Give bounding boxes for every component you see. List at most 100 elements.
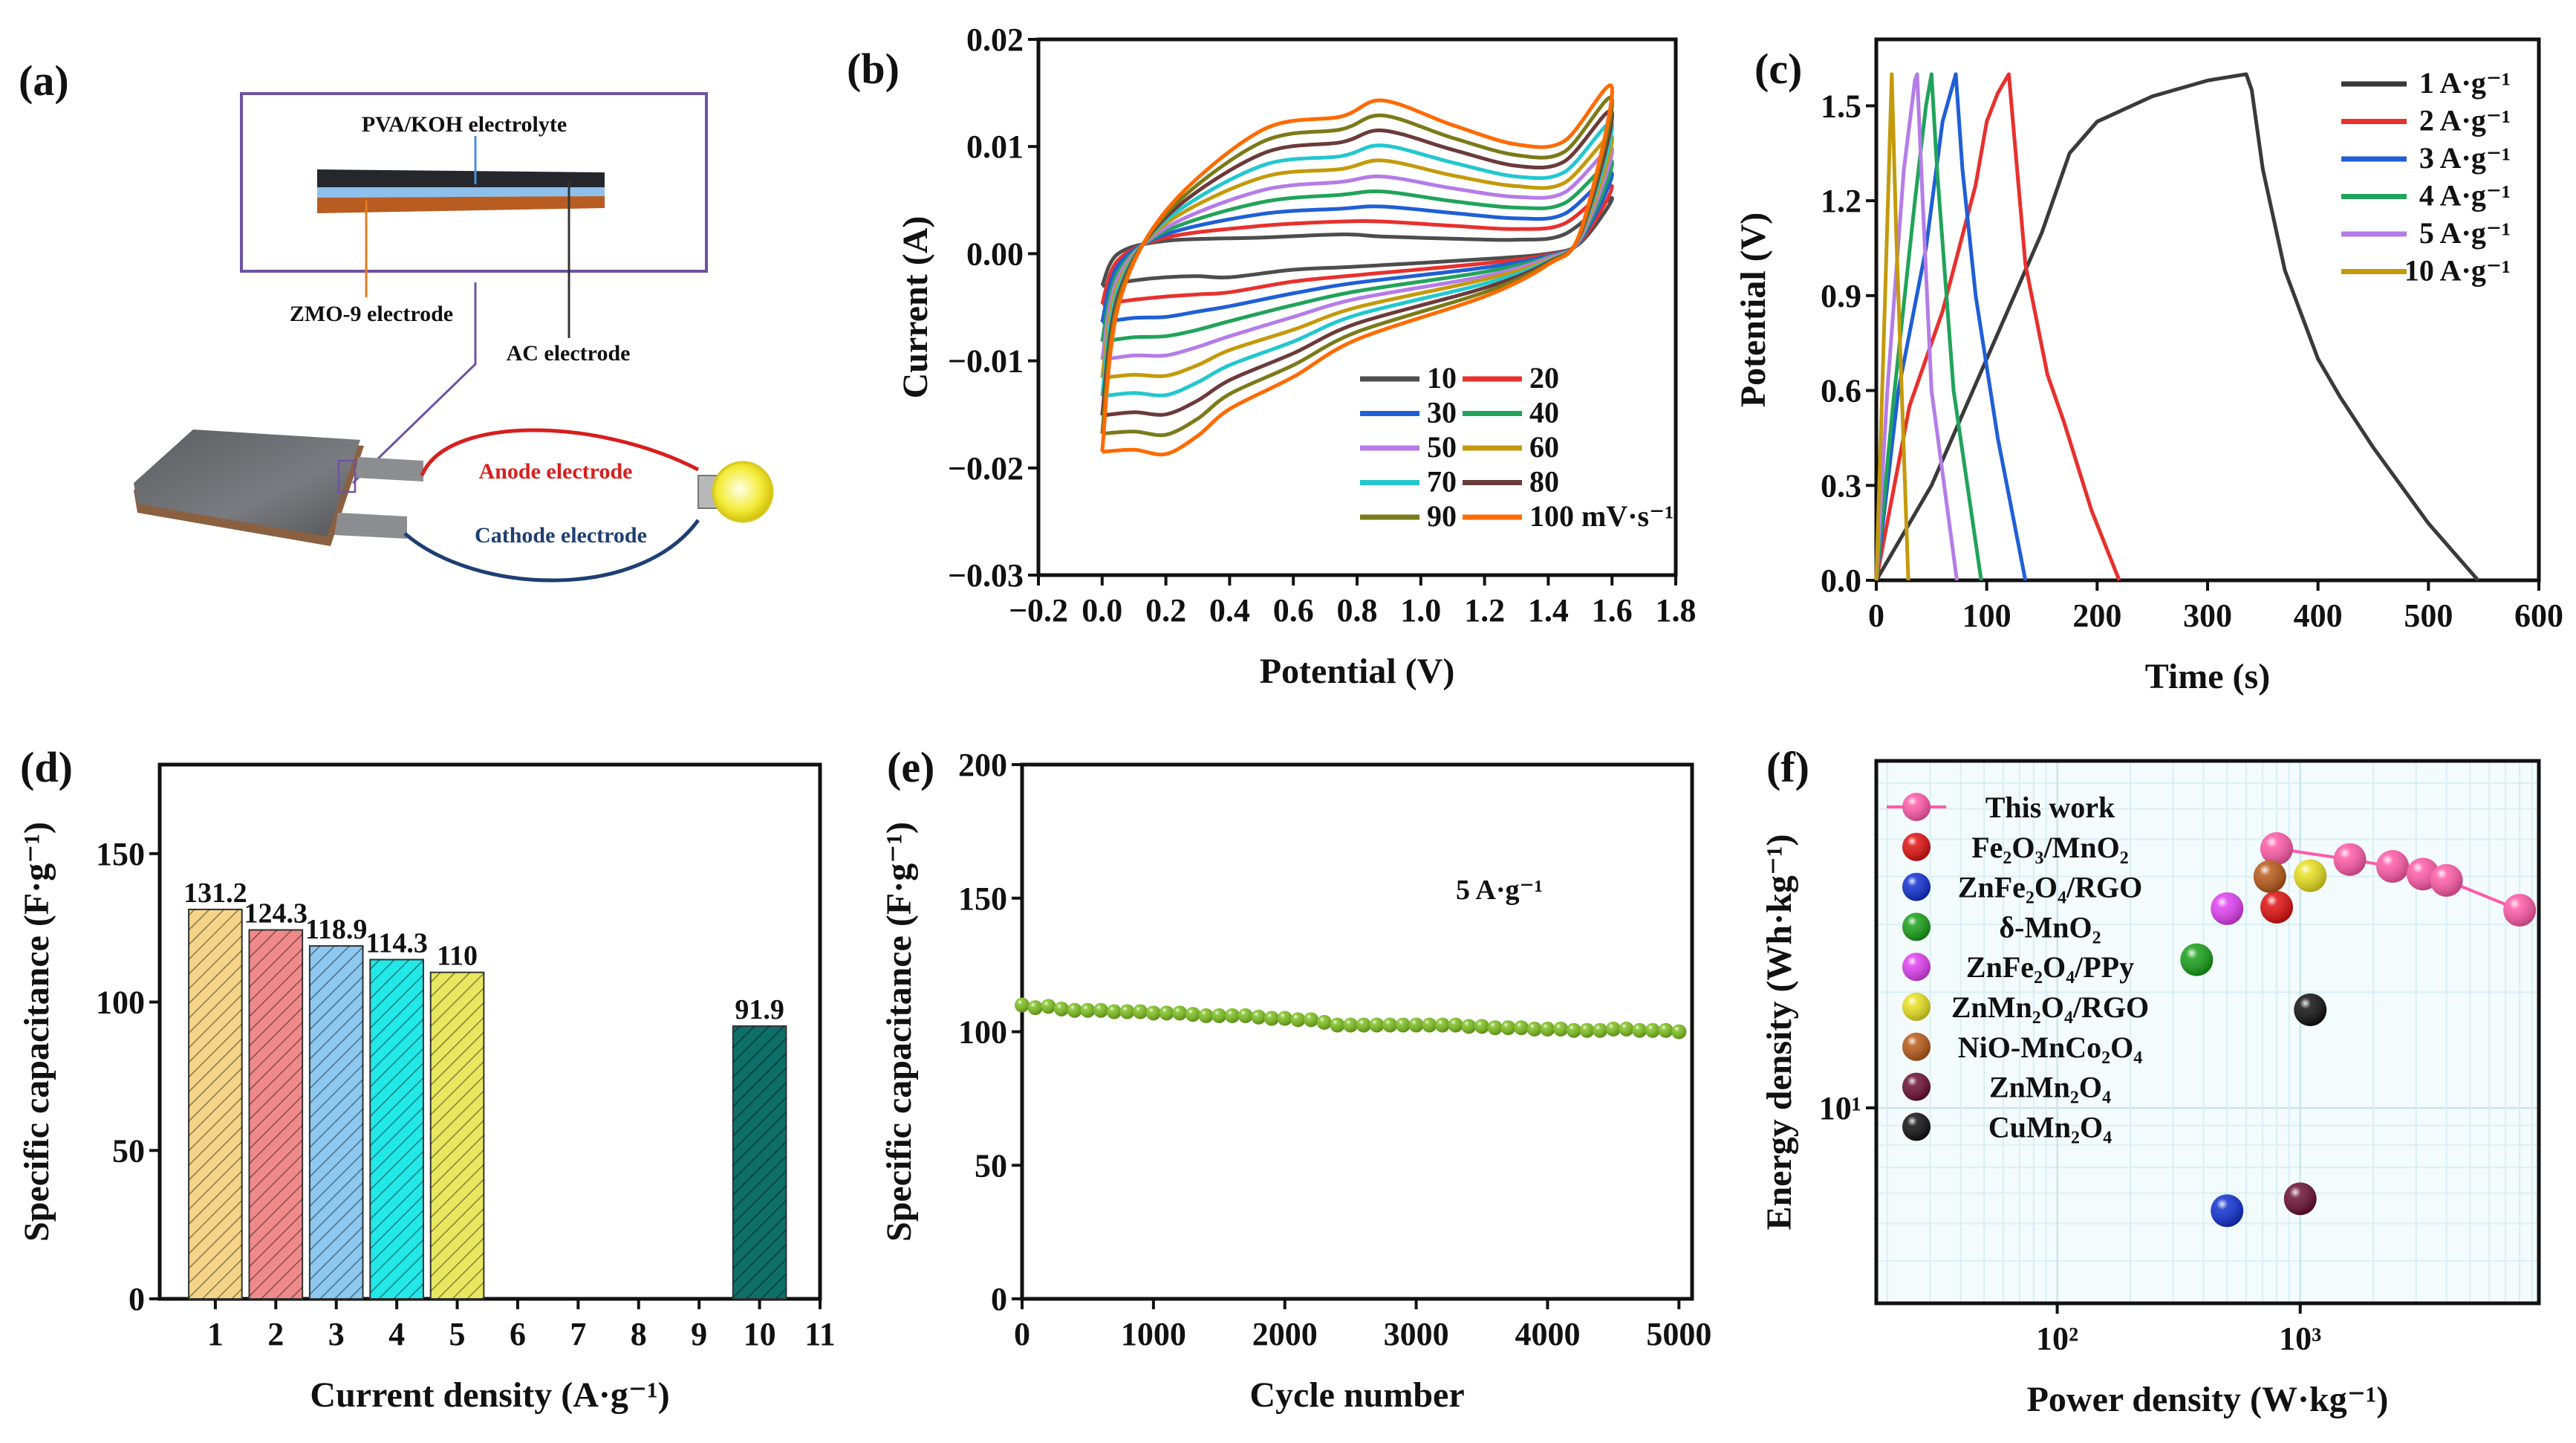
legend-label: NiO-MnCo₂O₄: [1958, 1031, 2142, 1064]
cycle-point-highlight: [1264, 1011, 1280, 1026]
legend-label: Fe₂O₃/MnO₂: [1971, 831, 2129, 864]
y-tick-label: 0.02: [966, 22, 1024, 58]
electrolyte-layer: [317, 187, 605, 198]
legend-label: 90: [1427, 499, 1457, 533]
cycle-point: [1461, 1019, 1477, 1034]
cycle-point-highlight: [1067, 1002, 1082, 1018]
cycle-point-highlight: [1304, 1012, 1319, 1028]
y-tick-label: 0.01: [966, 129, 1024, 165]
legend-label: 4 A·g⁻¹: [2419, 179, 2511, 213]
cycle-point-highlight: [1133, 1004, 1148, 1019]
x-tick-label: 0.8: [1337, 592, 1378, 629]
cycle-point-highlight: [1487, 1020, 1503, 1036]
x-axis-title: Time (s): [2145, 657, 2270, 696]
panel-label: (c): [1754, 45, 1802, 93]
ragone-point-highlight: [2294, 993, 2327, 1026]
cycle-point-highlight: [1632, 1022, 1648, 1038]
ragone-point-highlight: [2294, 859, 2327, 892]
battery-body: [134, 429, 360, 536]
cycle-point-highlight: [1526, 1021, 1542, 1037]
cycle-point: [1054, 1001, 1070, 1016]
legend-label: 100 mV·s⁻¹: [1529, 499, 1674, 533]
cycle-point-highlight: [1172, 1005, 1188, 1021]
x-tick-label: 1.2: [1464, 592, 1505, 629]
chart-panel-f: 10² 10³ 10¹ Power density (W·kg⁻¹) Energy de…: [1760, 743, 2541, 1419]
x-tick-label: 2: [267, 1316, 284, 1352]
legend-marker-highlight: [1902, 912, 1931, 941]
ragone-point-highlight: [2283, 1182, 2317, 1216]
cycle-point: [1067, 1002, 1082, 1018]
ragone-point: [2503, 893, 2537, 927]
cv-curve-2: [1100, 171, 1614, 325]
cycle-point: [1080, 1002, 1096, 1018]
legend-label: 50: [1427, 430, 1457, 464]
ragone-point: [2211, 892, 2244, 925]
cycle-point: [1290, 1012, 1306, 1028]
x-tick-label: 0: [1014, 1316, 1030, 1352]
legend-label: 5 A·g⁻¹: [2419, 216, 2511, 250]
legend-marker: [1902, 1112, 1931, 1141]
legend-marker-highlight: [1902, 993, 1931, 1021]
cv-curve-9: [1100, 83, 1614, 457]
zmo-electrode-label: ZMO-9 electrode: [290, 302, 453, 326]
cycle-point: [1500, 1020, 1516, 1036]
legend-label: ZnFe₂O₄/PPy: [1966, 950, 2134, 984]
y-tick-label: 150: [958, 881, 1007, 917]
ragone-point: [2260, 832, 2294, 866]
ragone-point: [2260, 890, 2294, 924]
ragone-point-highlight: [2260, 890, 2294, 924]
gcd-curve-1: [1874, 72, 2121, 581]
x-tick-label: 10: [744, 1316, 776, 1352]
ragone-point: [2211, 1194, 2244, 1228]
x-tick-label: −0.2: [1009, 592, 1068, 629]
bar-hatch: [189, 909, 242, 1299]
cycle-point-highlight: [1408, 1017, 1424, 1033]
light-bulb-icon: [697, 461, 774, 523]
bar-value-label: 118.9: [305, 914, 367, 945]
cycle-point-highlight: [1159, 1005, 1174, 1021]
plot-frame: [1874, 759, 2541, 1306]
cycle-point: [1632, 1022, 1648, 1038]
ragone-point: [2283, 1182, 2317, 1216]
legend-label: 10 A·g⁻¹: [2404, 254, 2511, 288]
y-tick-label: 200: [958, 747, 1007, 783]
legend-label: 60: [1529, 430, 1559, 464]
ragone-point: [2430, 863, 2463, 897]
legend-marker-highlight: [1902, 1032, 1931, 1061]
y-tick-label: 150: [96, 836, 145, 872]
cycle-point: [1145, 1005, 1161, 1021]
chart-panel-b: −0.2 0.0 0.2 0.4 0.6 0.8 1.0 1.2 1.4 1.6 1.8 −0.03 −…: [847, 22, 1697, 691]
y-tick-label: 0: [991, 1281, 1007, 1317]
cycle-point: [1106, 1004, 1122, 1019]
cycle-point: [1605, 1021, 1621, 1037]
legend-marker: [1902, 1072, 1931, 1101]
cycle-point: [1119, 1004, 1135, 1019]
ragone-point: [2180, 943, 2214, 976]
y-tick-label: 1.2: [1821, 183, 1861, 219]
cycle-point: [1343, 1017, 1359, 1033]
cycle-point: [1277, 1011, 1292, 1026]
x-tick-label: 10²: [2036, 1320, 2078, 1357]
anode-tab: [355, 457, 423, 481]
legend-label: ZnMn₂O₄/RGO: [1951, 990, 2149, 1024]
cycle-point: [1566, 1022, 1581, 1038]
y-axis-title: Energy density (Wh·kg⁻¹): [1760, 834, 1799, 1230]
cycle-point: [1474, 1019, 1490, 1034]
y-tick-label: 100: [96, 985, 145, 1021]
cycle-point: [1027, 1000, 1043, 1016]
y-axis-title: Current (A): [896, 216, 935, 399]
cycle-point-highlight: [1369, 1017, 1385, 1033]
gcd-curve-5: [1874, 72, 1910, 581]
x-tick-label: 100: [1962, 597, 2011, 634]
x-tick-label: 1000: [1121, 1316, 1186, 1352]
cathode-tab: [334, 513, 407, 539]
x-tick-label: 0.0: [1082, 592, 1122, 629]
cycle-point: [1093, 1002, 1109, 1018]
legend-label: This work: [1985, 791, 2115, 824]
y-axis-title: Specific capacitance (F·g⁻¹): [17, 822, 56, 1242]
y-tick-label: 0.0: [1821, 562, 1861, 599]
y-tick-label: 10¹: [1819, 1090, 1861, 1126]
x-tick-label: 8: [631, 1316, 647, 1352]
cycle-point-highlight: [1054, 1001, 1070, 1016]
cycle-point: [1422, 1017, 1437, 1033]
